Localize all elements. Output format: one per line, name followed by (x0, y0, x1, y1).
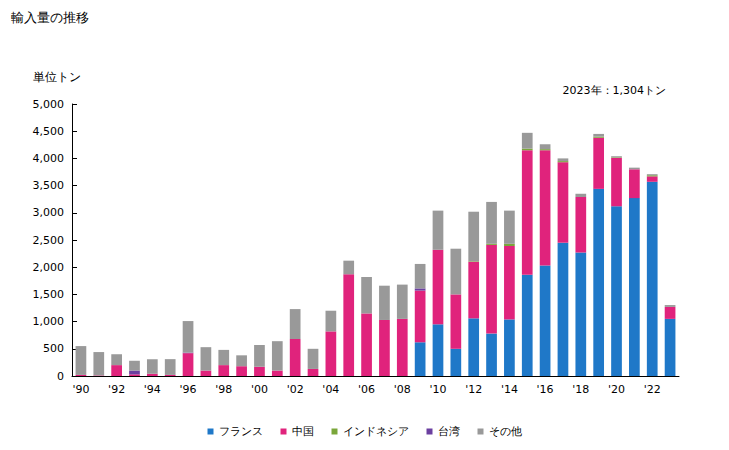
svg-text:'98: '98 (215, 383, 232, 396)
svg-text:'10: '10 (429, 383, 446, 396)
svg-text:'00: '00 (251, 383, 268, 396)
svg-text:5,000: 5,000 (33, 98, 65, 111)
svg-text:'06: '06 (358, 383, 375, 396)
svg-text:500: 500 (43, 342, 64, 355)
svg-text:'16: '16 (537, 383, 554, 396)
svg-text:'04: '04 (322, 383, 339, 396)
svg-text:'12: '12 (465, 383, 482, 396)
svg-text:0: 0 (57, 370, 64, 383)
svg-text:単位トン: 単位トン (33, 70, 81, 84)
svg-text:2,000: 2,000 (33, 261, 65, 274)
svg-text:インドネシア: インドネシア (343, 425, 409, 438)
svg-text:中国: 中国 (292, 425, 314, 438)
svg-text:'22: '22 (644, 383, 661, 396)
svg-text:2,500: 2,500 (33, 234, 65, 247)
svg-text:台湾: 台湾 (438, 425, 460, 438)
svg-text:2023年：1,304トン: 2023年：1,304トン (563, 84, 667, 97)
svg-text:'96: '96 (180, 383, 197, 396)
svg-text:'08: '08 (394, 383, 411, 396)
svg-text:'14: '14 (501, 383, 518, 396)
svg-text:1,000: 1,000 (33, 315, 65, 328)
svg-text:1,500: 1,500 (33, 288, 65, 301)
svg-text:輸入量の推移: 輸入量の推移 (11, 10, 89, 25)
svg-text:3,000: 3,000 (33, 206, 65, 219)
svg-text:'94: '94 (144, 383, 161, 396)
svg-text:'90: '90 (72, 383, 89, 396)
svg-text:3,500: 3,500 (33, 179, 65, 192)
svg-text:4,000: 4,000 (33, 152, 65, 165)
svg-text:その他: その他 (489, 425, 522, 438)
svg-text:'20: '20 (608, 383, 625, 396)
svg-text:4,500: 4,500 (33, 125, 65, 138)
svg-text:'02: '02 (287, 383, 304, 396)
svg-text:'92: '92 (108, 383, 125, 396)
svg-text:フランス: フランス (219, 425, 263, 438)
svg-text:'18: '18 (572, 383, 589, 396)
